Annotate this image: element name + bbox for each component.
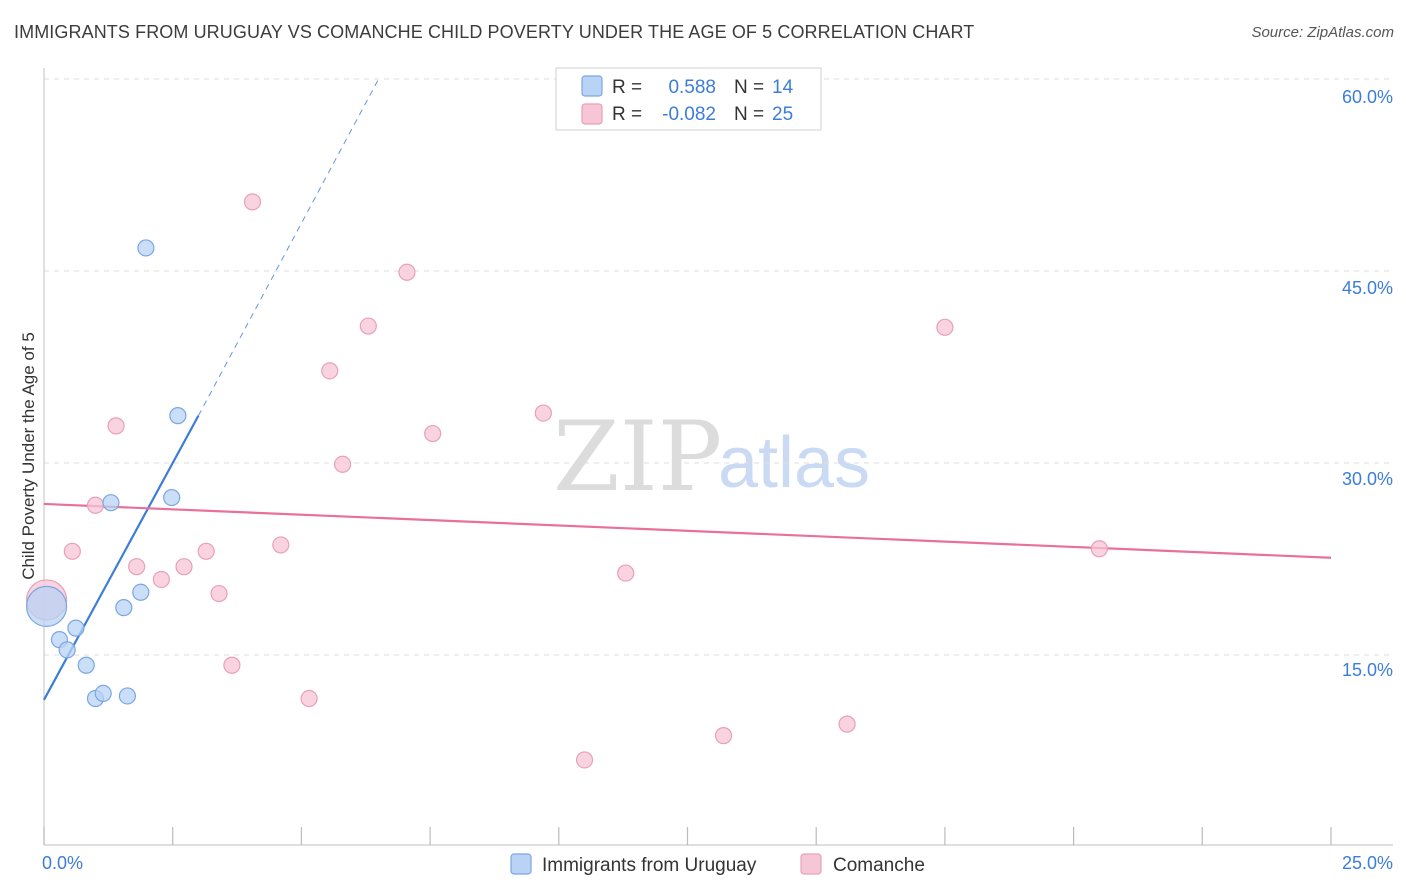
point-comanche-10 [243,193,262,211]
point-comanche-19 [575,751,594,769]
point-uruguay-13 [169,407,187,425]
point-comanche-24 [1090,540,1108,558]
point-uruguay-7 [102,494,120,512]
point-comanche-8 [210,584,228,603]
point-uruguay-10 [132,583,150,601]
source-label: Source: ZipAtlas.com [1251,24,1394,41]
bottom-legend-swatch-uruguay [510,853,532,875]
point-uruguay-4 [77,656,95,674]
point-comanche-14 [333,455,352,473]
point-comanche-17 [424,424,442,443]
legend-n-label-1: N = [734,77,764,98]
point-uruguay-9 [118,687,136,705]
legend-n-label-2: N = [734,104,764,125]
bottom-legend-swatch-comanche [800,853,822,875]
point-comanche-11 [272,536,290,554]
point-uruguay-0 [25,585,68,627]
point-uruguay-3 [67,619,85,637]
gridlines [44,78,1393,656]
point-comanche-21 [714,727,733,745]
legend: R = 0.588 N = 14 R = -0.082 N = 25 [555,67,822,131]
point-comanche-6 [175,558,193,576]
legend-r-value-2: -0.082 [662,104,716,125]
bottom-legend-label-uruguay: Immigrants from Uruguay [542,855,757,876]
y-tick-label-45: 45.0% [1342,278,1393,298]
point-comanche-23 [936,318,954,336]
point-comanche-5 [152,570,170,589]
legend-r-label-1: R = [612,77,642,98]
x-tick-label-min: 0.0% [42,853,83,873]
legend-r-value-1: 0.588 [668,77,716,98]
point-comanche-2 [86,496,105,514]
point-comanche-3 [107,417,125,435]
legend-swatch-comanche [581,103,603,125]
point-comanche-18 [534,404,552,422]
trend-line-uruguay-extension [197,78,380,416]
point-comanche-22 [838,715,856,733]
watermark-zip: ZIP [553,401,722,513]
point-comanche-20 [617,564,635,582]
legend-r-label-2: R = [612,104,642,125]
y-tick-label-15: 15.0% [1342,660,1393,680]
axes [43,68,1393,846]
point-uruguay-2 [58,641,76,659]
point-uruguay-8 [115,599,133,617]
y-tick-label-30: 30.0% [1342,469,1393,489]
point-comanche-13 [321,362,339,380]
point-uruguay-11 [137,239,155,257]
y-axis-title: Child Poverty Under the Age of 5 [19,332,38,580]
trend-lines [43,78,1332,701]
bottom-legend-label-comanche: Comanche [833,855,925,876]
trend-line-comanche [43,502,1332,559]
bottom-legend: Immigrants from Uruguay Comanche [510,853,925,876]
point-uruguay-6 [94,684,112,703]
point-comanche-7 [197,542,215,560]
chart-title: IMMIGRANTS FROM URUGUAY VS COMANCHE CHIL… [14,22,975,42]
legend-n-value-1: 14 [772,77,794,98]
point-comanche-9 [223,656,241,674]
legend-swatch-uruguay [581,75,603,97]
data-points [25,193,1108,769]
point-comanche-16 [398,263,416,281]
point-comanche-4 [128,558,146,576]
legend-n-value-2: 25 [772,104,793,125]
point-comanche-15 [359,317,377,335]
point-comanche-12 [300,689,318,708]
point-uruguay-12 [163,488,181,507]
x-tick-label-max: 25.0% [1342,853,1393,873]
point-comanche-1 [63,542,81,560]
y-tick-label-60: 60.0% [1342,87,1393,107]
